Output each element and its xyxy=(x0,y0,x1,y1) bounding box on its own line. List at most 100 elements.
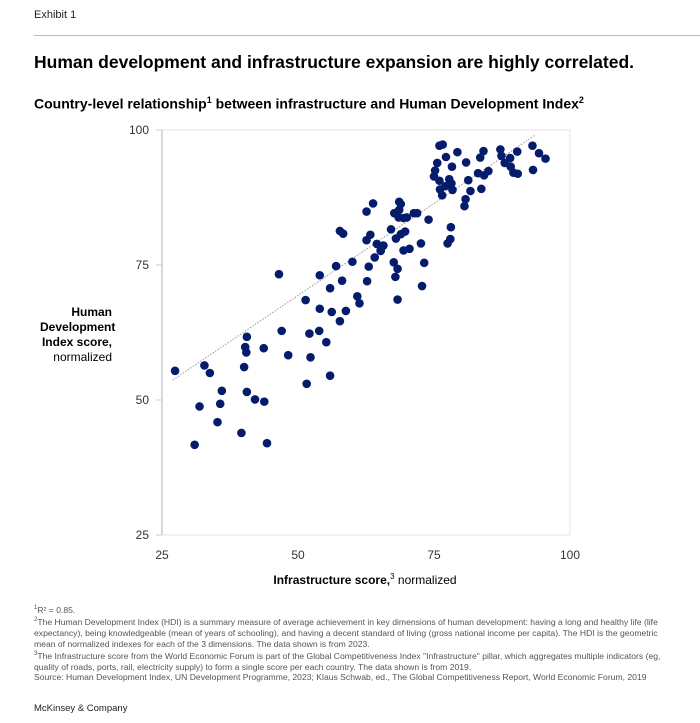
x-tick-label: 75 xyxy=(427,548,441,562)
data-point xyxy=(435,176,444,186)
footnote-mark: 2 xyxy=(34,617,38,624)
data-point xyxy=(341,306,351,316)
data-point xyxy=(250,395,260,404)
y-axis-label-rest: normalized xyxy=(53,350,112,364)
data-point xyxy=(355,299,364,308)
scatter-chart: 25 50 75 100 25 50 75 100 xyxy=(129,123,580,562)
data-point xyxy=(497,151,506,161)
data-point xyxy=(321,337,331,347)
data-point xyxy=(461,194,470,204)
data-point xyxy=(335,226,345,236)
data-point xyxy=(239,362,249,372)
footnote-mark: 3 xyxy=(34,651,38,658)
footnote-mark: 1 xyxy=(34,605,38,611)
y-tick-label: 75 xyxy=(136,258,150,272)
brand-logo: McKinsey & Company xyxy=(34,703,128,714)
data-point xyxy=(393,264,402,274)
data-point xyxy=(237,428,246,438)
data-point xyxy=(195,402,204,411)
data-point xyxy=(277,326,286,336)
data-point xyxy=(448,185,457,195)
footnote-1: 1R² = 0.85. xyxy=(34,603,674,615)
data-point xyxy=(217,386,227,396)
data-point xyxy=(242,332,252,342)
data-point xyxy=(438,140,448,149)
data-point xyxy=(362,276,372,286)
data-point xyxy=(205,368,215,378)
footnotes: 1R² = 0.85. 2The Human Development Index… xyxy=(34,603,674,683)
data-point xyxy=(463,175,473,185)
data-point xyxy=(528,165,538,175)
page-title: Human development and infrastructure exp… xyxy=(34,52,635,72)
y-axis-label-bold: Human Development Index score, xyxy=(40,305,116,349)
data-point xyxy=(513,169,523,179)
x-tick-label: 100 xyxy=(560,548,580,562)
data-point xyxy=(274,269,284,279)
data-point xyxy=(443,239,452,248)
data-point xyxy=(389,258,399,267)
exhibit-label: Exhibit 1 xyxy=(34,9,77,21)
x-axis-label-bold: Infrastructure score, xyxy=(273,573,391,587)
data-point xyxy=(242,348,251,357)
data-point xyxy=(362,235,371,245)
footnote-mark: 1 xyxy=(206,95,212,105)
footnote-mark: 2 xyxy=(578,95,584,105)
data-point xyxy=(409,208,419,218)
data-point xyxy=(337,276,347,285)
data-point xyxy=(372,239,382,249)
data-point xyxy=(331,261,341,271)
footnote-text: R² = 0.85. xyxy=(37,604,76,615)
data-point xyxy=(417,281,427,291)
data-point xyxy=(453,147,462,157)
data-point xyxy=(242,387,252,397)
data-point xyxy=(541,154,550,163)
data-point xyxy=(348,257,357,267)
data-point xyxy=(484,166,493,176)
data-point xyxy=(424,215,433,224)
plot-frame xyxy=(161,129,571,536)
data-point xyxy=(376,246,385,255)
data-point xyxy=(405,244,414,254)
data-point xyxy=(327,307,337,317)
data-point xyxy=(512,147,522,156)
data-point xyxy=(301,295,310,305)
data-point xyxy=(306,353,315,362)
data-point xyxy=(477,184,486,194)
data-point xyxy=(441,152,451,162)
subtitle-text: Country-level relationship xyxy=(34,95,207,112)
data-point xyxy=(391,272,400,282)
data-point xyxy=(416,239,426,248)
data-point xyxy=(364,262,374,271)
data-point xyxy=(215,399,225,409)
x-tick-label: 25 xyxy=(155,548,169,562)
footnote-text: The Human Development Index (HDI) is a s… xyxy=(34,617,658,649)
data-point xyxy=(505,153,515,163)
data-point xyxy=(466,186,475,196)
data-point xyxy=(419,258,429,268)
data-point xyxy=(325,283,335,293)
data-point xyxy=(315,270,325,280)
data-point xyxy=(302,379,312,389)
data-point xyxy=(352,292,362,301)
data-point xyxy=(437,191,447,200)
data-point xyxy=(213,417,222,427)
data-point xyxy=(370,253,380,262)
footnote-3: 3The Infrastructure score from the World… xyxy=(34,649,674,672)
y-tick-label: 25 xyxy=(136,528,150,542)
data-point xyxy=(314,326,324,336)
data-point xyxy=(259,397,269,406)
data-point xyxy=(190,440,199,450)
data-point xyxy=(534,148,544,158)
data-point xyxy=(475,153,485,162)
data-point xyxy=(446,222,456,232)
data-point xyxy=(259,343,269,353)
y-axis-label: Human Development Index score, normalized xyxy=(40,305,116,365)
y-tick-label: 50 xyxy=(136,393,150,407)
data-point xyxy=(461,158,471,167)
data-point xyxy=(200,361,209,370)
trendline xyxy=(172,134,535,381)
footnote-text: The Infrastructure score from the World … xyxy=(34,650,661,672)
source-note: Source: Human Development Index, UN Deve… xyxy=(34,672,647,683)
data-point xyxy=(391,234,401,243)
data-point xyxy=(362,207,371,216)
